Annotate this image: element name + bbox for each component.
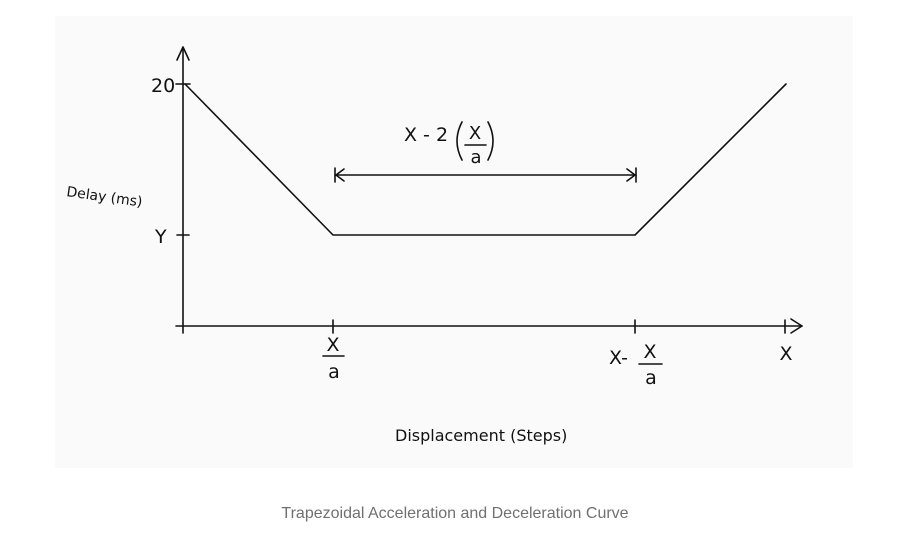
span-label-prefix: X - 2 <box>404 124 448 146</box>
x-axis-arrowhead <box>790 318 803 334</box>
y-axis-label: Delay (ms) <box>65 184 143 210</box>
y-tick-label-20: 20 <box>151 75 175 97</box>
x-tick-x-over-a-numerator: X <box>326 334 339 356</box>
span-left-paren <box>456 121 463 161</box>
span-arrow-right-head <box>626 168 636 182</box>
x-tick-label-x-over-a: X a <box>322 334 345 383</box>
span-arrow-left-head <box>335 168 345 182</box>
y-tick-label-y: Y <box>154 226 167 248</box>
span-label-numerator: X <box>469 123 481 144</box>
span-right-paren <box>487 121 494 161</box>
span-label-denominator: a <box>470 147 481 168</box>
figure-caption: Trapezoidal Acceleration and Deceleratio… <box>281 505 629 522</box>
trapezoid-curve <box>184 83 787 236</box>
x-tick-x-minus-prefix: X- <box>609 347 628 369</box>
y-axis-arrowhead <box>176 46 190 61</box>
x-tick-label-x: X <box>779 343 792 365</box>
x-tick-label-x-minus-x-over-a: X- X a <box>609 341 663 389</box>
x-tick-x-minus-denominator: a <box>645 367 657 389</box>
sketch-panel <box>55 16 853 468</box>
x-axis-label: Displacement (Steps) <box>395 426 567 445</box>
span-label: X - 2 X a <box>404 121 494 168</box>
x-tick-x-over-a-denominator: a <box>328 361 340 383</box>
x-tick-x-minus-numerator: X <box>643 341 656 363</box>
